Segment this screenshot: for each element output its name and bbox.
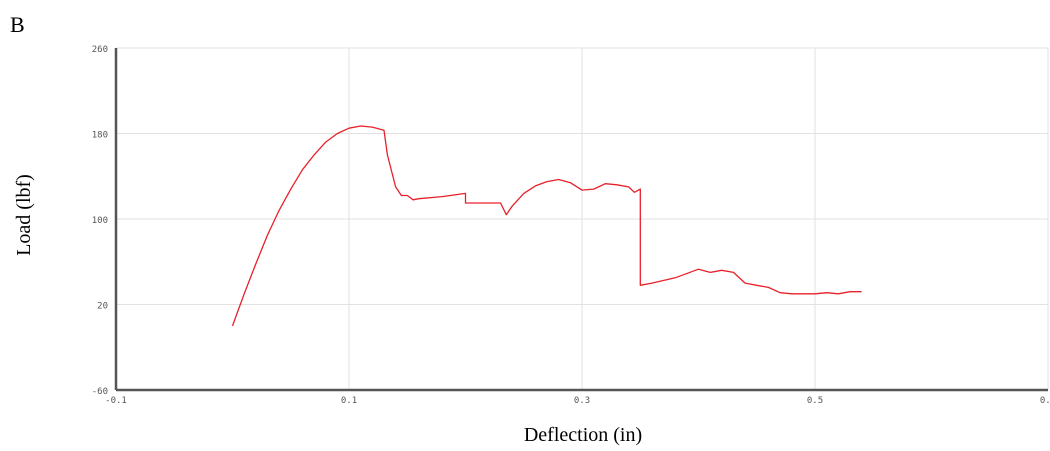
load-deflection-line <box>231 125 862 327</box>
series-layer <box>231 125 862 327</box>
y-tick-label: 180 <box>92 131 108 141</box>
grid <box>116 47 1049 390</box>
tick-labels: -0.1 0.1 0.3 0.5 0.7 -60 20 100 180 260 <box>92 45 1050 406</box>
y-tick-label: 100 <box>92 216 108 226</box>
panel-label: B <box>10 12 25 37</box>
y-tick-label: 260 <box>92 45 108 55</box>
y-axis-title: Load (lbf) <box>13 174 35 256</box>
y-tick-label: -60 <box>92 387 108 397</box>
x-tick-label: 0.3 <box>574 396 590 406</box>
x-tick-label: 0.1 <box>341 396 357 406</box>
x-tick-label: 0.5 <box>807 396 823 406</box>
x-tick-label: 0.7 <box>1040 396 1050 406</box>
x-tick-label: -0.1 <box>105 396 127 406</box>
x-axis-title: Deflection (in) <box>524 424 642 446</box>
y-tick-label: 20 <box>97 302 108 312</box>
axes <box>114 48 1048 392</box>
